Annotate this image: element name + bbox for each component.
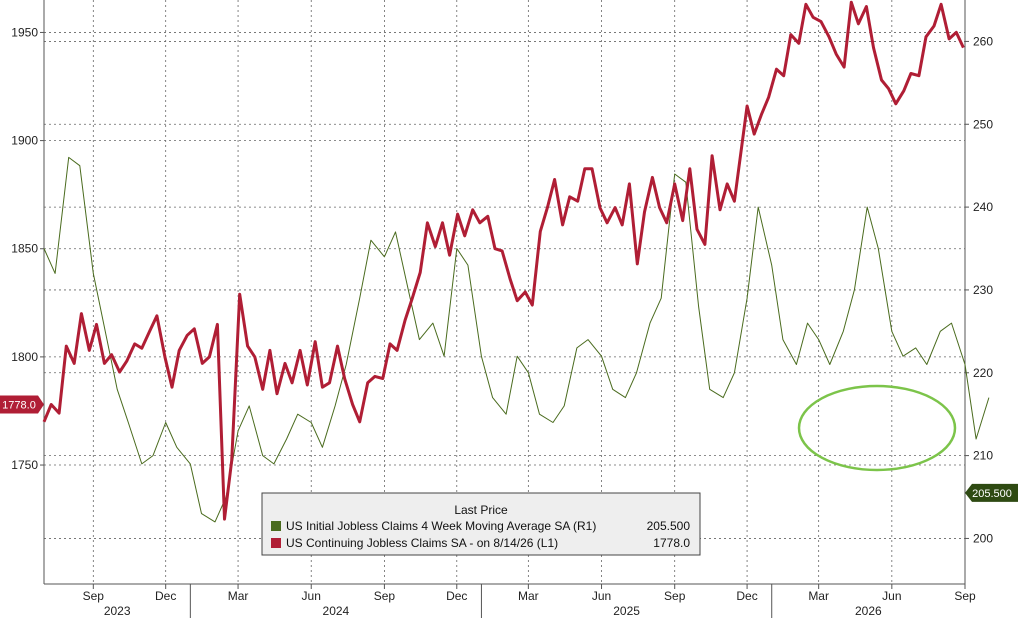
left-tick-label: 1900 [11,134,38,148]
left-tick-label: 1950 [11,25,38,39]
x-tick-label: Mar [518,589,539,603]
left-tick-label: 1850 [11,242,38,256]
legend-entry-label: US Continuing Jobless Claims SA - on 8/1… [286,536,558,550]
x-tick-label: Jun [882,589,901,603]
axis-layer: 1750 1800 1850 1900 1950 200 210 220 230 240 250 26… [11,0,993,618]
right-tick-label: 250 [973,117,993,131]
left-last-price-text: 1778.0 [2,399,36,411]
highlight-ellipse [797,384,957,472]
x-tick-label: Jun [592,589,611,603]
year-label: 2026 [855,604,882,618]
legend-box [261,492,701,556]
x-tick-label: Dec [736,589,757,603]
left-tick-label: 1800 [11,350,38,364]
series-line-initial-claims [43,156,990,523]
year-label: 2025 [613,604,640,618]
last-price-tags: 1778.0 205.500 [0,395,1018,502]
x-tick-label: Sep [83,589,105,603]
legend-swatch [271,538,281,548]
right-last-price-text: 205.500 [972,488,1012,500]
right-tick-label: 210 [973,449,993,463]
legend-entry-value: 1778.0 [653,536,690,550]
right-last-price-tag [965,483,1018,502]
year-label: 2024 [323,604,350,618]
left-tick-label: 1750 [11,458,38,472]
x-tick-label: Jun [302,589,321,603]
right-tick-label: 230 [973,283,993,297]
legend-swatch [271,521,281,531]
legend-entry-label: US Initial Jobless Claims 4 Week Moving … [286,519,596,533]
x-tick-label: Mar [808,589,829,603]
left-last-price-tag [0,395,44,414]
legend-header: Last Price [454,503,508,517]
x-tick-label: Dec [446,589,467,603]
legend: Last Price US Initial Jobless Claims 4 We… [261,492,701,556]
right-tick-label: 260 [973,34,993,48]
x-tick-label: Dec [155,589,176,603]
right-tick-label: 220 [973,366,993,380]
x-tick-label: Sep [664,589,686,603]
legend-entry-value: 205.500 [647,519,691,533]
right-tick-label: 240 [973,200,993,214]
x-tick-label: Mar [228,589,249,603]
right-tick-label: 200 [973,531,993,545]
series-layer [42,0,990,523]
grid-layer [44,0,966,584]
x-tick-label: Sep [954,589,976,603]
series-line-continuing-claims [42,0,965,521]
annotation-layer [797,384,957,472]
x-tick-label: Sep [374,589,396,603]
year-label: 2023 [104,604,131,618]
